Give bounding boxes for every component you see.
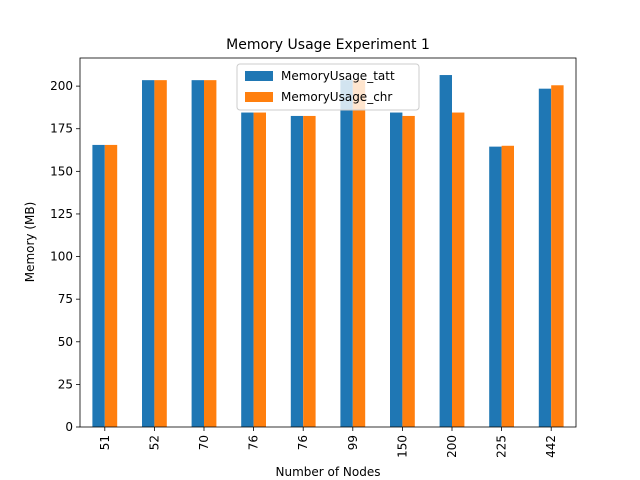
x-axis-label: Number of Nodes: [276, 465, 381, 479]
bar-tatt: [92, 144, 105, 428]
y-tick-label: 25: [58, 377, 73, 391]
x-tick-label: 76: [296, 435, 310, 450]
chart-title: Memory Usage Experiment 1: [226, 37, 430, 53]
plot-frame: [79, 57, 577, 428]
legend: MemoryUsage_tatt MemoryUsage_chr: [236, 63, 420, 111]
bar-tatt: [390, 112, 403, 428]
x-tick-label: 76: [247, 435, 261, 450]
x-tick-label: 70: [197, 435, 211, 450]
bar-tatt: [241, 112, 254, 428]
x-tick-label: 150: [395, 435, 409, 458]
y-tick-label: 125: [50, 207, 73, 221]
x-tick-label: 442: [544, 435, 558, 458]
legend-label: MemoryUsage_tatt: [281, 69, 395, 83]
bar-chr: [104, 144, 118, 428]
bar-tatt: [489, 146, 502, 427]
bar-chr: [352, 80, 366, 427]
y-tick-label: 0: [65, 420, 73, 434]
bar-chr: [551, 85, 564, 428]
y-tick-label: 150: [50, 164, 73, 178]
bar-tatt: [439, 75, 452, 427]
y-axis-label: Memory (MB): [23, 202, 37, 283]
bar-tatt: [191, 80, 204, 427]
bar-chr: [154, 80, 167, 427]
legend-swatch: [245, 92, 273, 102]
bar-chr: [253, 112, 266, 428]
bar-chr: [204, 80, 217, 427]
y-tick-label: 50: [58, 335, 73, 349]
legend-label: MemoryUsage_chr: [281, 90, 392, 104]
y-tick-label: 100: [50, 250, 73, 264]
x-tick-label: 51: [98, 435, 112, 450]
plot-area: 51 52 70 76 76 99 150 200 225 442 0 25 50 75 100 125 150…: [50, 57, 577, 458]
bar-tatt: [340, 80, 353, 427]
x-tick-label: 225: [495, 435, 509, 458]
x-tick-label: 52: [147, 435, 161, 450]
x-tick-label: 200: [445, 435, 459, 458]
x-tick-label: 99: [346, 435, 360, 450]
bar-chr: [402, 115, 415, 427]
bar-tatt: [290, 115, 304, 427]
legend-swatch: [245, 71, 273, 81]
y-tick-label: 75: [58, 292, 73, 306]
y-tick-label: 175: [50, 122, 73, 136]
legend-box: [236, 63, 420, 111]
bar-chr: [303, 115, 316, 427]
bar-tatt: [538, 88, 552, 427]
bar-tatt: [142, 80, 155, 427]
bar-chr: [501, 145, 514, 427]
bar-chr: [452, 112, 465, 428]
y-tick-label: 200: [50, 79, 73, 93]
